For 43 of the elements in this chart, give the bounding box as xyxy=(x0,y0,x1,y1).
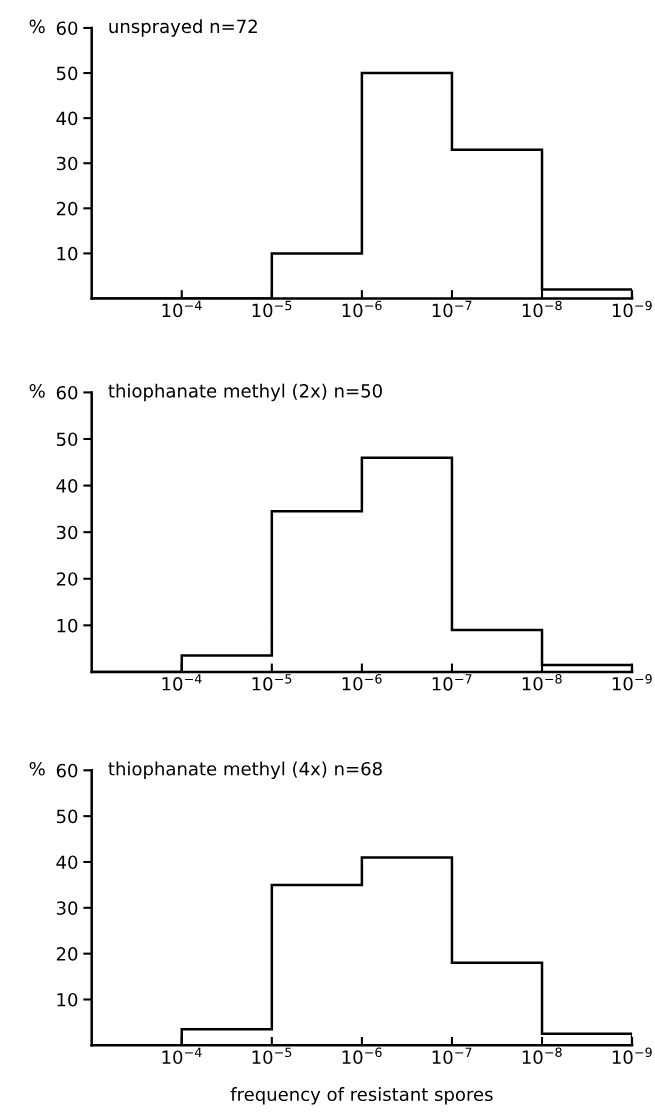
y-tick-label: 30 xyxy=(56,525,78,540)
x-tick-label: 10$^{−4}$ xyxy=(162,300,202,318)
y-tick-label: 40 xyxy=(56,111,78,126)
y-tick-label: 30 xyxy=(56,156,78,171)
y-tick-label: 60 xyxy=(56,763,78,778)
x-tick-label: 10$^{−8}$ xyxy=(522,1047,562,1065)
x-tick-label: 10$^{−4}$ xyxy=(162,674,202,691)
x-tick-label: 10$^{−9}$ xyxy=(612,674,652,691)
x-tick-label: 10$^{−4}$ xyxy=(162,1047,202,1065)
y-tick-label: 30 xyxy=(56,901,78,915)
x-tick-label: 10$^{−7}$ xyxy=(432,300,472,318)
y-axis-title: % xyxy=(29,761,45,776)
chart-title: unsprayed n=72 xyxy=(109,19,257,37)
x-tick-label: 10$^{−7}$ xyxy=(432,1047,472,1065)
x-tick-label: 10$^{−7}$ xyxy=(432,674,472,691)
y-tick-label: 60 xyxy=(56,385,78,400)
y-axis-title: % xyxy=(29,19,45,34)
x-tick-label: 10$^{−6}$ xyxy=(342,1047,382,1065)
x-axis-title: frequency of resistant spores xyxy=(230,1087,493,1105)
y-tick-label: 20 xyxy=(56,201,78,216)
y-tick-label: 20 xyxy=(56,572,78,586)
x-tick-label: 10$^{−5}$ xyxy=(252,300,292,318)
y-tick-label: 10 xyxy=(57,992,78,1007)
y-tick-label: 10 xyxy=(57,618,78,633)
x-tick-label: 10$^{−5}$ xyxy=(252,1047,292,1065)
x-tick-label: 10$^{−8}$ xyxy=(522,300,562,318)
x-tick-label: 10$^{−6}$ xyxy=(342,674,382,691)
y-tick-label: 50 xyxy=(56,66,78,81)
chart-title: thiophanate methyl (2x) n=50 xyxy=(108,383,382,402)
y-tick-label: 10 xyxy=(57,246,78,261)
x-tick-label: 10$^{−6}$ xyxy=(342,300,382,318)
x-tick-label: 10$^{−5}$ xyxy=(252,674,292,691)
y-tick-label: 50 xyxy=(56,432,78,447)
y-tick-label: 40 xyxy=(56,479,78,493)
y-tick-label: 40 xyxy=(56,855,78,870)
chart-title: thiophanate methyl (4x) n=68 xyxy=(108,761,382,780)
x-tick-label: 10$^{−9}$ xyxy=(612,300,652,318)
y-tick-label: 60 xyxy=(56,21,78,36)
x-tick-label: 10$^{−9}$ xyxy=(612,1047,652,1065)
y-tick-label: 20 xyxy=(56,947,78,961)
x-tick-label: 10$^{−8}$ xyxy=(522,674,562,691)
y-axis-title: % xyxy=(29,384,45,398)
y-tick-label: 50 xyxy=(56,809,78,824)
